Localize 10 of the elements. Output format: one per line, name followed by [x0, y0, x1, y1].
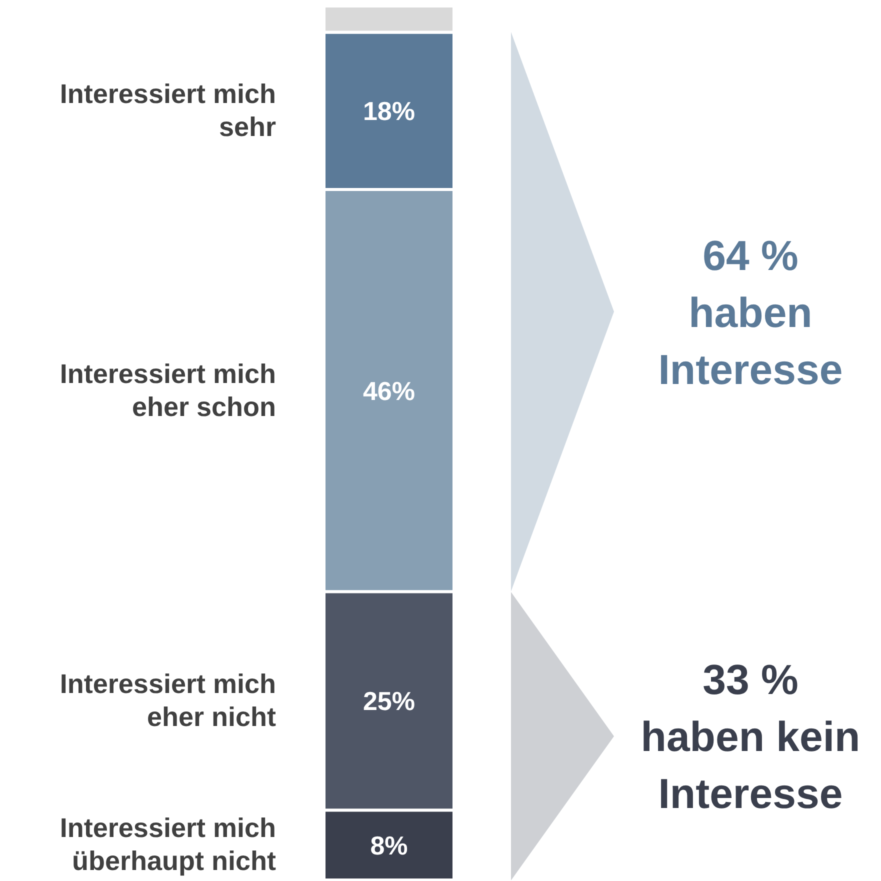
text: 33 % haben kein Interesse [640, 654, 862, 819]
text: 64 % haben Interesse [657, 230, 844, 395]
data-label: 46% [362, 376, 416, 406]
data-label: 18% [362, 96, 416, 126]
series-label: Interessiert mich eher nicht [58, 668, 276, 734]
series-label: Interessiert mich überhaupt nicht [58, 812, 276, 878]
data-label: 25% [362, 686, 416, 716]
data-label: 8% [370, 830, 408, 860]
series-label: Interessiert mich eher schon [58, 358, 276, 424]
series-label: Interessiert mich sehr [58, 78, 276, 144]
